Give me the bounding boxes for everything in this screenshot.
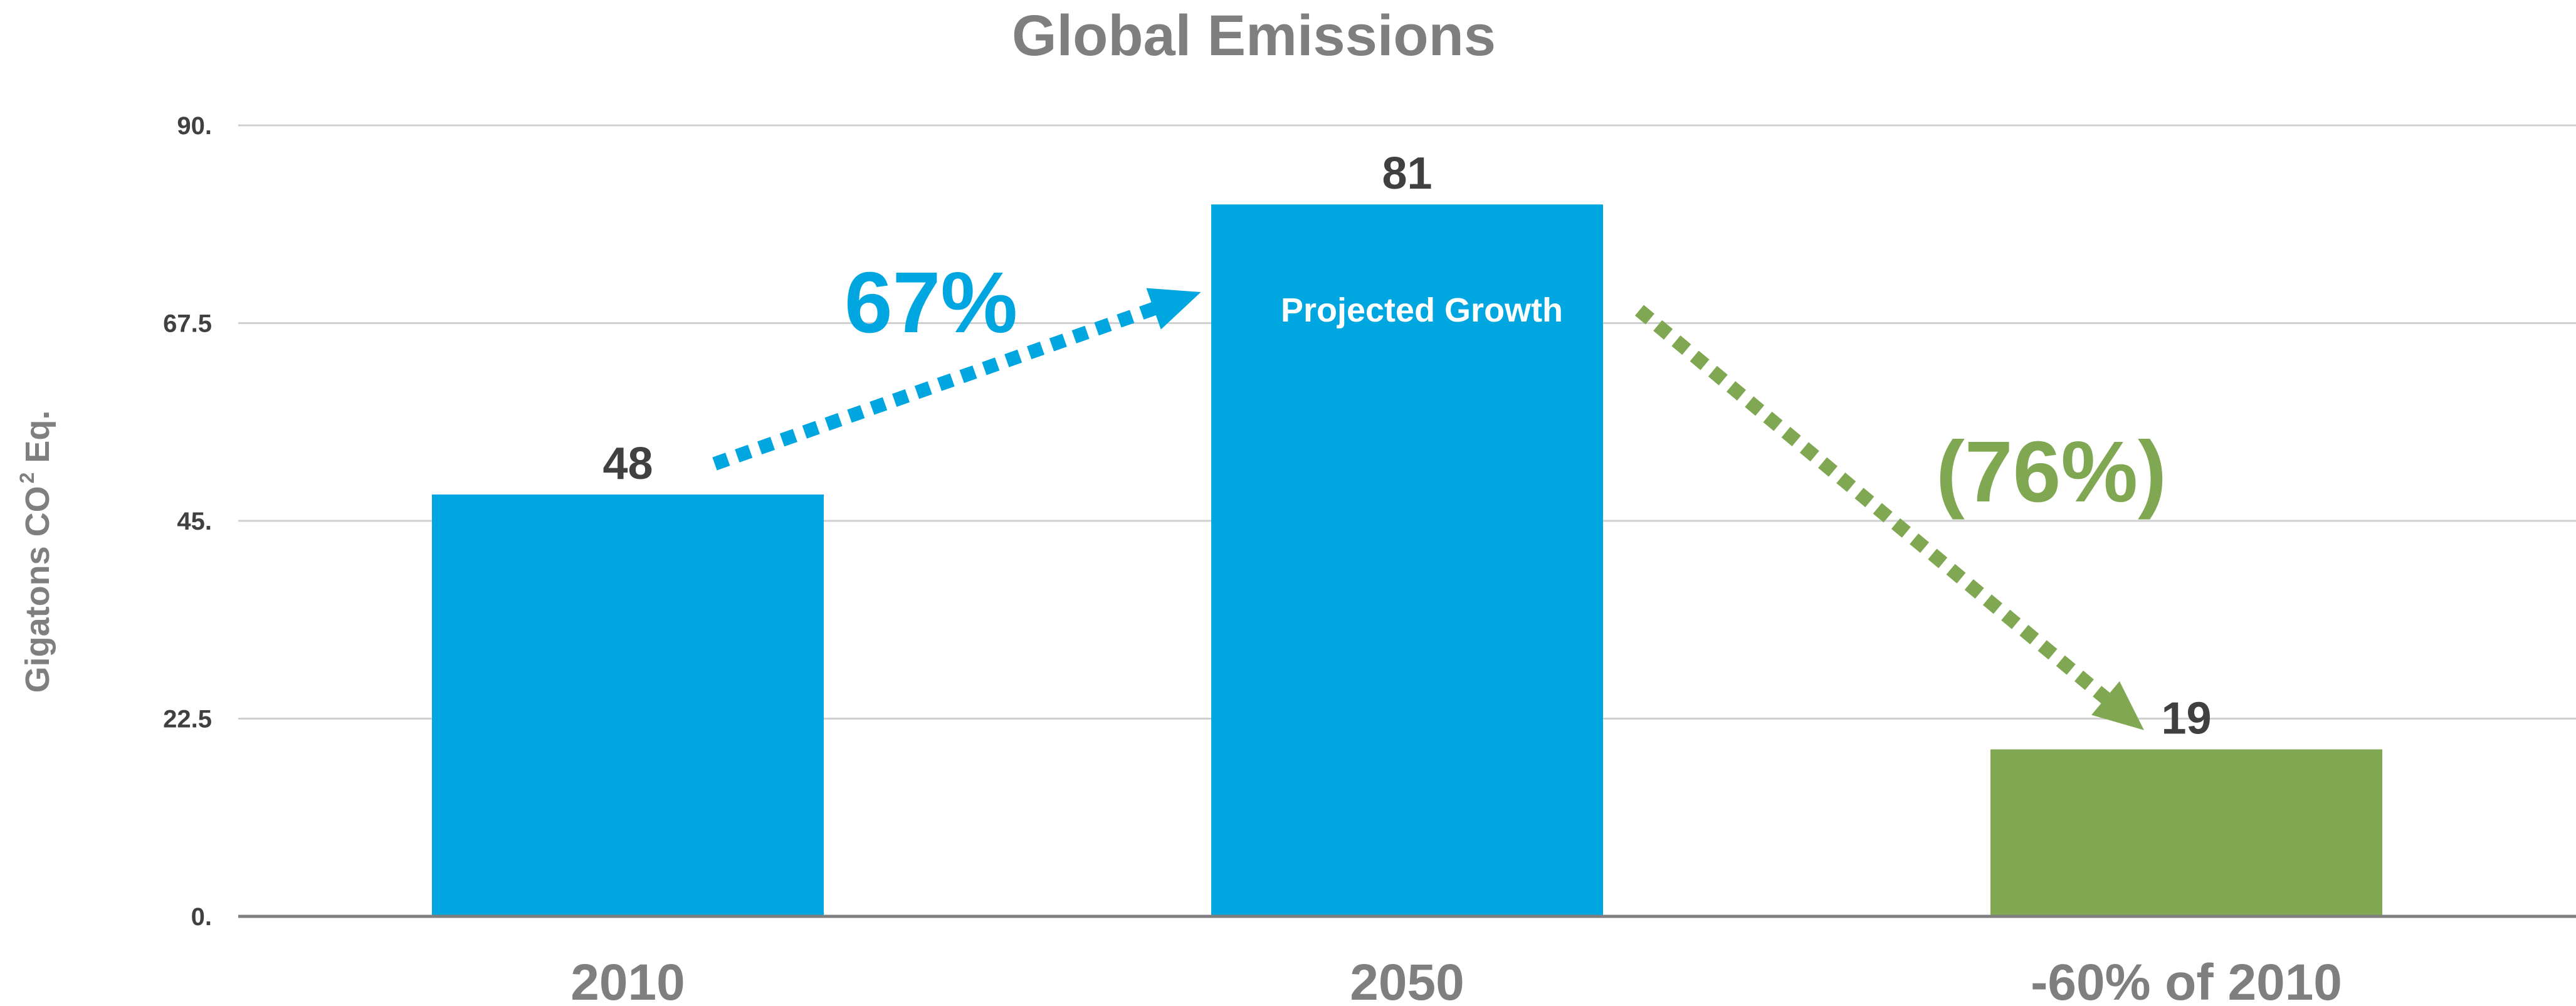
x-tick-label: 2050	[1350, 954, 1464, 1006]
projected-growth-note: Projected Growth	[1281, 291, 1563, 329]
growth-percent-label: 67%	[844, 254, 1017, 351]
x-axis-ticks: 2010 2050 -60% of 2010	[570, 954, 2342, 1006]
y-axis-ticks: 0. 22.5 45. 67.5 90.	[163, 112, 212, 931]
y-tick-label: 45.	[177, 508, 212, 535]
bar-2	[1211, 204, 1603, 917]
reduction-percent-label: (76%)	[1936, 424, 2167, 520]
bar-1	[432, 494, 824, 916]
data-labels: 48 81 19	[602, 149, 2211, 743]
chart-title: Global Emissions	[1012, 4, 1496, 68]
y-tick-label: 22.5	[163, 706, 212, 733]
bars	[432, 204, 2382, 917]
reduction-arrow	[1634, 305, 2144, 730]
y-tick-label: 0.	[191, 903, 212, 931]
y-axis-label: Gigatons CO2 Eq.	[16, 411, 56, 693]
y-tick-label: 67.5	[163, 310, 212, 338]
bar-3	[1990, 749, 2382, 916]
data-label: 81	[1382, 149, 1432, 199]
growth-arrow	[712, 288, 1201, 471]
x-tick-label: -60% of 2010	[2031, 954, 2342, 1006]
data-label: 19	[2161, 694, 2211, 744]
y-tick-label: 90.	[177, 112, 212, 140]
data-label: 48	[602, 439, 653, 489]
x-tick-label: 2010	[570, 954, 685, 1006]
